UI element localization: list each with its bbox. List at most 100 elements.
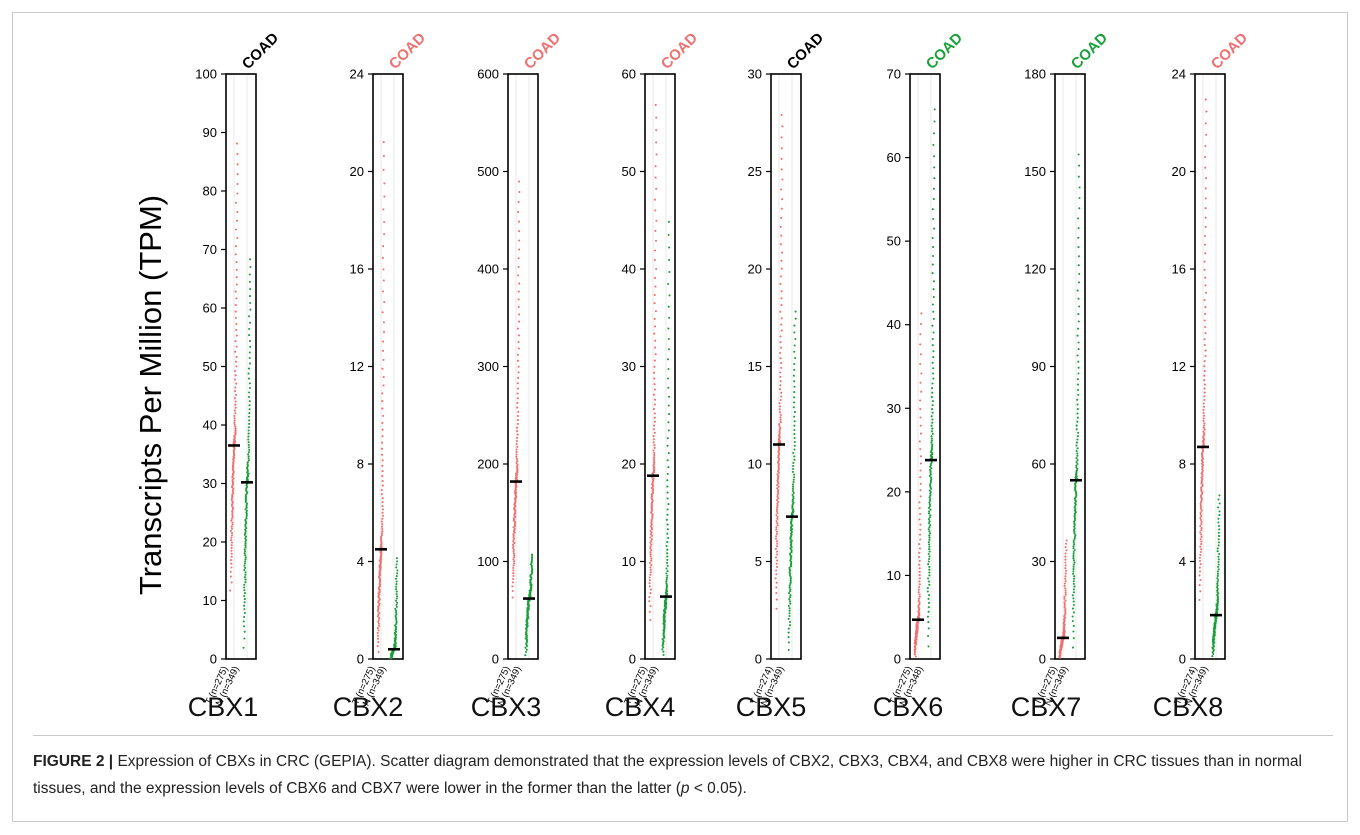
normal-point bbox=[793, 448, 796, 451]
normal-point bbox=[929, 494, 932, 497]
tumor-point bbox=[775, 553, 778, 556]
normal-point bbox=[1076, 403, 1079, 406]
normal-point bbox=[667, 305, 670, 308]
y-tick-label: 30 bbox=[887, 401, 901, 416]
tumor-point bbox=[654, 346, 657, 349]
normal-point bbox=[1075, 424, 1078, 427]
normal-point bbox=[932, 350, 935, 353]
normal-point bbox=[930, 415, 933, 418]
tumor-point bbox=[381, 349, 385, 352]
normal-point bbox=[248, 273, 251, 276]
tumor-point bbox=[517, 376, 520, 379]
normal-point bbox=[787, 617, 790, 620]
tumor-point bbox=[381, 311, 384, 314]
tumor-point bbox=[653, 461, 656, 464]
tumor-point bbox=[918, 603, 921, 606]
tumor-point bbox=[919, 399, 922, 402]
normal-point bbox=[932, 367, 935, 370]
normal-point bbox=[931, 324, 934, 327]
tumor-point bbox=[654, 103, 657, 106]
normal-point bbox=[1076, 447, 1079, 450]
normal-point bbox=[243, 562, 247, 565]
tumor-point bbox=[381, 514, 384, 517]
y-tick-label: 8 bbox=[357, 457, 364, 472]
normal-point bbox=[789, 582, 792, 585]
normal-point bbox=[244, 581, 247, 584]
normal-point bbox=[243, 552, 246, 555]
tumor-point bbox=[650, 493, 653, 496]
tumor-point bbox=[1201, 491, 1204, 494]
normal-point bbox=[666, 523, 669, 526]
tumor-point bbox=[1204, 122, 1207, 125]
tumor-point bbox=[919, 469, 922, 472]
tumor-point bbox=[380, 534, 384, 537]
normal-point bbox=[1071, 594, 1074, 597]
tumor-point bbox=[780, 323, 783, 326]
y-tick-label: 50 bbox=[622, 164, 636, 179]
tumor-point bbox=[779, 225, 782, 228]
normal-point bbox=[932, 132, 936, 135]
normal-point bbox=[247, 451, 250, 454]
normal-point bbox=[788, 566, 791, 569]
normal-point bbox=[247, 443, 250, 446]
normal-point bbox=[1076, 452, 1079, 455]
normal-point bbox=[1076, 435, 1079, 438]
y-tick-label: 60 bbox=[622, 67, 636, 82]
normal-point bbox=[525, 650, 528, 654]
tumor-point bbox=[781, 198, 784, 201]
tumor-point bbox=[648, 579, 651, 582]
normal-point bbox=[668, 258, 671, 261]
normal-point bbox=[667, 337, 670, 341]
normal-point bbox=[1076, 383, 1080, 386]
tumor-point bbox=[649, 551, 652, 554]
normal-point bbox=[789, 594, 792, 597]
normal-point bbox=[787, 641, 790, 644]
normal-point bbox=[1076, 467, 1079, 470]
normal-point bbox=[667, 233, 670, 236]
normal-point bbox=[788, 598, 791, 601]
normal-point bbox=[788, 624, 792, 627]
tumor-point bbox=[234, 400, 237, 403]
normal-point bbox=[1073, 515, 1076, 518]
scatter-charts: Transcripts Per Million (TPM) 0102030405… bbox=[133, 29, 1251, 722]
tumor-point bbox=[234, 374, 237, 377]
normal-point bbox=[243, 630, 246, 633]
tumor-point bbox=[654, 353, 657, 356]
tumor-point bbox=[516, 406, 519, 409]
normal-point bbox=[929, 486, 932, 489]
tumor-point bbox=[775, 565, 779, 569]
normal-point bbox=[665, 572, 668, 575]
normal-point bbox=[1072, 611, 1075, 614]
normal-point bbox=[793, 380, 796, 383]
tumor-point bbox=[376, 615, 379, 618]
tumor-point bbox=[781, 251, 784, 254]
normal-point bbox=[791, 483, 795, 486]
normal-point bbox=[928, 526, 931, 529]
normal-point bbox=[927, 601, 931, 604]
normal-point bbox=[666, 564, 669, 567]
normal-point bbox=[788, 572, 792, 575]
tumor-point bbox=[235, 261, 238, 264]
tumor-point bbox=[381, 504, 384, 507]
normal-point bbox=[243, 601, 246, 604]
y-tick-label: 20 bbox=[748, 262, 762, 277]
normal-point bbox=[248, 419, 251, 422]
tumor-point bbox=[650, 563, 653, 567]
normal-point bbox=[792, 481, 795, 484]
normal-point bbox=[247, 372, 250, 375]
tumor-point bbox=[1064, 558, 1067, 561]
normal-point bbox=[793, 411, 796, 414]
tumor-point bbox=[653, 371, 656, 374]
tumor-point bbox=[1064, 608, 1067, 611]
tumor-point bbox=[230, 562, 233, 565]
tumor-point bbox=[516, 359, 520, 362]
tumor-point bbox=[513, 542, 516, 545]
tumor-point bbox=[653, 403, 656, 406]
tumor-point bbox=[376, 634, 380, 637]
tumor-point bbox=[230, 498, 233, 501]
gene-name-label: CBX6 bbox=[873, 692, 944, 722]
normal-point bbox=[932, 246, 935, 249]
normal-point bbox=[787, 648, 790, 652]
normal-point bbox=[932, 310, 935, 313]
